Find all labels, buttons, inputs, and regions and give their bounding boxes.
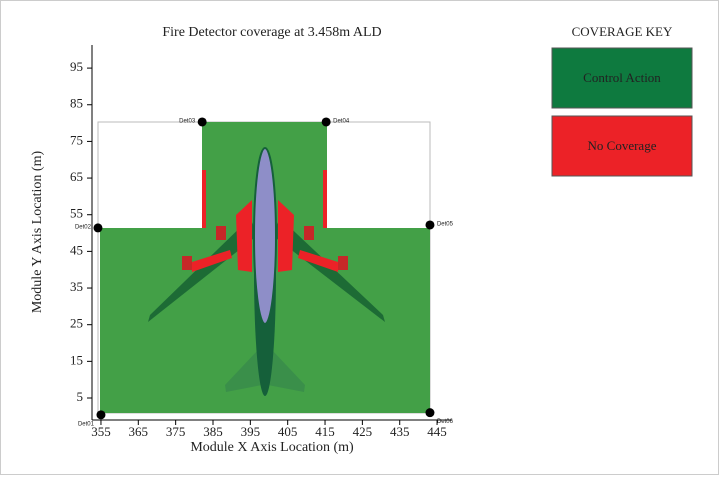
x-tick-label: 355 <box>91 424 111 439</box>
engine <box>338 256 348 270</box>
x-tick-label: 365 <box>129 424 149 439</box>
no-coverage <box>323 170 327 228</box>
engine <box>182 256 192 270</box>
y-tick-label: 55 <box>70 206 83 221</box>
detector <box>96 410 105 419</box>
detector-label: Det03 <box>179 119 196 125</box>
legend-label: Control Action <box>583 70 661 85</box>
x-tick-label: 435 <box>390 424 410 439</box>
fuselage <box>254 148 276 324</box>
detector <box>93 223 102 232</box>
y-tick-label: 95 <box>70 59 83 74</box>
legend-label: No Coverage <box>588 138 657 153</box>
x-tick-label: 405 <box>278 424 298 439</box>
detector <box>425 408 434 417</box>
x-axis-label: Module X Axis Location (m) <box>190 440 354 455</box>
y-tick-label: 15 <box>70 352 83 367</box>
x-tick-label: 375 <box>166 424 186 439</box>
no-coverage <box>202 170 206 228</box>
y-tick-label: 45 <box>70 242 83 257</box>
x-tick-label: 415 <box>315 424 335 439</box>
detector <box>425 220 434 229</box>
x-tick-label: 445 <box>427 424 447 439</box>
y-tick-label: 75 <box>70 132 83 147</box>
chart: Fire Detector coverage at 3.458m ALD Mod… <box>0 0 719 475</box>
detector-label: Det01 <box>78 421 95 427</box>
x-tick-label: 395 <box>241 424 261 439</box>
y-tick-label: 85 <box>70 96 83 111</box>
y-tick-label: 35 <box>70 279 83 294</box>
detector-label: Det06 <box>437 419 454 425</box>
y-tick-label: 65 <box>70 169 83 184</box>
detector-label: Det04 <box>333 119 350 125</box>
engine <box>216 226 226 240</box>
detector <box>322 117 331 126</box>
x-tick-label: 385 <box>203 424 223 439</box>
chart-title: Fire Detector coverage at 3.458m ALD <box>162 25 381 40</box>
y-tick-label: 25 <box>70 316 83 331</box>
y-axis-label: Module Y Axis Location (m) <box>30 151 45 314</box>
detector-label: Det02 <box>75 224 92 230</box>
detector <box>198 117 207 126</box>
detector-label: Det05 <box>437 222 454 228</box>
x-tick-label: 425 <box>353 424 373 439</box>
y-tick-label: 5 <box>77 389 84 404</box>
engine <box>304 226 314 240</box>
legend-title: COVERAGE KEY <box>572 24 673 39</box>
